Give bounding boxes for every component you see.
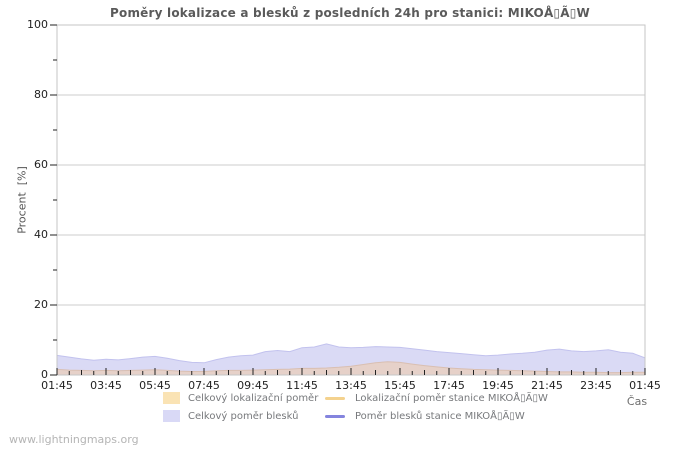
x-axis-tick-label: 17:45 [433,379,465,392]
y-axis-tick-label: 80 [34,88,48,101]
legend-item-total-localization-ratio: Celkový lokalizační poměr [163,389,325,407]
y-axis-tick-label: 40 [34,228,48,241]
legend-swatch-station-localization-ratio [325,396,345,400]
x-axis-tick-label: 03:45 [90,379,122,392]
legend-swatch-total-localization-ratio [163,392,180,404]
legend-label-station-localization-ratio: Lokalizační poměr stanice MIKOÅ▯Ã▯W [355,392,548,404]
legend-label-station-strokes-ratio: Poměr blesků stanice MIKOÅ▯Ã▯W [355,410,525,422]
legend-label-total-localization-ratio: Celkový lokalizační poměr [188,392,319,404]
legend-item-station-strokes-ratio: Poměr blesků stanice MIKOÅ▯Ã▯W [325,407,548,425]
y-axis-tick-label: 0 [41,368,48,381]
x-axis-tick-label: 19:45 [482,379,514,392]
y-axis-label: Procent [%] [15,166,29,234]
legend-label-total-strokes-ratio: Celkový poměr blesků [188,410,299,422]
y-axis-tick-label: 60 [34,158,48,171]
watermark-link: www.lightningmaps.org [9,433,139,446]
x-axis-tick-label: 21:45 [531,379,563,392]
chart-legend: Celkový lokalizační poměr Celkový poměr … [163,389,548,425]
legend-swatch-total-strokes-ratio [163,410,180,422]
x-axis-tick-label: 07:45 [188,379,220,392]
plot-border [56,24,646,376]
legend-column-station: Lokalizační poměr stanice MIKOÅ▯Ã▯W Pomě… [325,389,548,425]
area-edge-series-1 [56,343,646,364]
y-axis-tick-label: 100 [27,18,48,31]
x-axis-label: Čas [626,395,648,408]
x-axis-tick-label: 23:45 [580,379,612,392]
x-axis-tick-label: 13:45 [335,379,367,392]
x-axis-tick-label: 15:45 [384,379,416,392]
legend-item-total-strokes-ratio: Celkový poměr blesků [163,407,325,425]
x-axis-tick-label: 11:45 [286,379,318,392]
x-axis-tick-label: 05:45 [139,379,171,392]
chart-title: Poměry lokalizace a blesků z posledních … [110,6,590,20]
y-axis-tick-label: 20 [34,298,48,311]
area-series-1 [57,343,645,375]
x-axis-tick-label: 09:45 [237,379,269,392]
legend-swatch-station-strokes-ratio [325,414,345,418]
x-axis-tick-label: 01:45 [41,379,73,392]
legend-column-totals: Celkový lokalizační poměr Celkový poměr … [163,389,325,425]
x-axis-tick-label: 01:45 [629,379,661,392]
legend-item-station-localization-ratio: Lokalizační poměr stanice MIKOÅ▯Ã▯W [325,389,548,407]
